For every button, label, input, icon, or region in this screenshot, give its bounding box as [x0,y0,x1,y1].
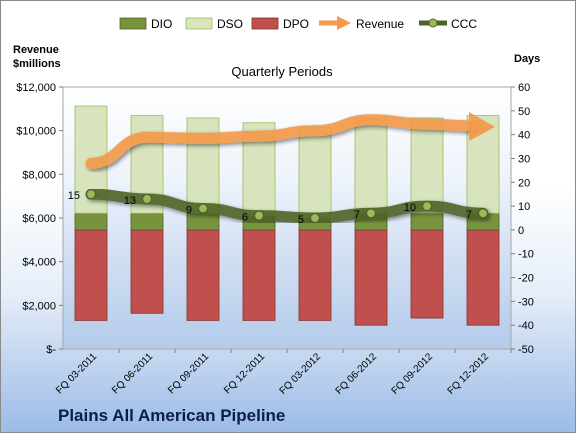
category-label: FQ 06-2012 [334,351,380,397]
bars-layer [74,105,500,326]
left-axis: $- $2,000 $4,000 $6,000 $8,000 $10,000 $12,000 [16,82,63,356]
ccc-line [85,188,489,224]
ccc-marker [477,208,489,219]
left-axis-title-line1: Revenue [13,44,59,56]
legend-label-dpo: DPO [283,17,309,31]
ccc-layer: 15 13 9 6 5 7 10 7 [68,188,489,226]
ccc-data-label: 5 [298,214,304,226]
right-tick-label: -50 [518,344,534,356]
left-tick-label: $10,000 [16,126,56,138]
bar-dpo [186,229,220,321]
bar-dpo [466,229,500,326]
ccc-data-label: 6 [242,212,248,224]
ccc-marker [141,193,153,205]
bar-dio [410,212,444,231]
legend-swatch-dso [185,17,213,30]
right-tick-label: 40 [518,130,530,142]
right-tick-label: 60 [518,82,530,94]
left-tick-label: $2,000 [22,300,56,312]
bar-dso [354,117,388,214]
bar-dpo [242,229,276,321]
legend: DIO DSO DPO Revenue CCC [119,16,477,31]
right-axis: -50 -40 -30 -20 -10 0 10 20 30 40 50 60 [511,82,534,356]
revenue-line [85,114,479,169]
chart-subtitle: Quarterly Periods [231,64,333,79]
left-tick-label: $4,000 [22,257,56,269]
legend-swatch-dpo [251,17,279,30]
right-tick-label: 20 [518,177,530,189]
right-tick-label: -30 [518,296,534,308]
category-label: FQ 03-2011 [54,351,99,396]
bar-dso [298,127,332,219]
ccc-data-label: 7 [354,209,360,221]
ccc-data-label: 7 [466,209,472,221]
category-label: FQ 09-2011 [166,351,211,396]
bar-dpo [74,229,108,321]
right-tick-label: -20 [518,273,534,285]
bar-dpo [298,229,332,321]
right-tick-label: 50 [518,106,530,118]
category-label: FQ 03-2012 [278,351,324,397]
revenue-layer [85,111,495,169]
category-label: FQ 12-2011 [222,351,267,396]
ccc-marker [309,212,321,224]
right-tick-label: -10 [518,249,534,261]
ccc-data-label: 15 [68,190,80,202]
ccc-data-label: 9 [186,204,192,216]
legend-arrow-revenue [337,16,351,30]
bar-dpo [130,229,164,314]
legend-label-dso: DSO [217,17,243,31]
legend-label-revenue: Revenue [356,17,404,31]
chart-title: Plains All American Pipeline [58,406,285,425]
category-label: FQ 12-2012 [446,351,492,397]
left-axis-title-line2: $millions [13,58,61,70]
right-tick-label: 0 [518,225,524,237]
right-tick-label: 10 [518,201,530,213]
legend-marker-ccc [428,18,438,28]
category-label: FQ 09-2012 [390,351,436,397]
right-axis-title: Days [514,53,540,65]
right-tick-label: -40 [518,320,534,332]
right-tick-label: 30 [518,153,530,165]
ccc-marker [365,208,377,219]
ccc-marker [197,203,209,214]
legend-label-ccc: CCC [451,17,477,31]
category-axis: FQ 03-2011 FQ 06-2011 FQ 09-2011 FQ 12-2011… [54,349,512,397]
left-tick-label: $8,000 [22,169,56,181]
bar-dso [186,117,220,214]
ccc-data-label: 13 [124,195,136,207]
bar-dpo [410,229,444,319]
left-tick-label: $6,000 [22,213,56,225]
legend-swatch-dio [119,17,147,30]
left-tick-label: $- [46,344,56,356]
category-label: FQ 06-2011 [110,351,155,396]
revenue-arrowhead [469,111,495,141]
legend-label-dio: DIO [151,17,172,31]
ccc-marker [85,189,97,200]
ccc-marker [253,210,265,221]
left-tick-label: $12,000 [16,82,56,94]
ccc-data-label: 10 [404,202,416,214]
ccc-marker [421,200,433,212]
bar-dpo [354,229,388,326]
bar-dso [410,117,444,214]
bar-dio [130,212,164,231]
bar-dio [74,212,108,231]
